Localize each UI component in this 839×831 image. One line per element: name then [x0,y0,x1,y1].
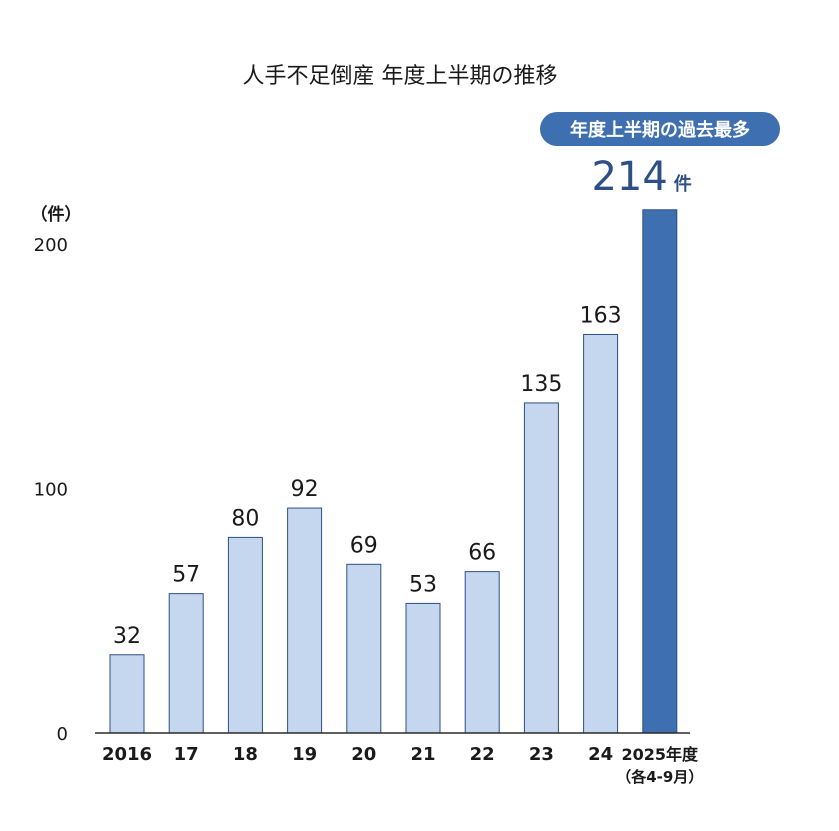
record-badge-text: 年度上半期の過去最多 [570,119,750,141]
data-label: 92 [291,477,319,502]
bars [109,209,678,734]
y-axis-label: （件） [31,204,82,225]
x-tick-sublabel: （各4-9月） [616,768,703,786]
data-label: 135 [520,372,562,397]
x-tick-label: 21 [410,744,435,765]
bar [346,563,382,734]
bar [464,571,500,734]
chart-title: 人手不足倒産 年度上半期の推移 [243,64,558,89]
y-axis-ticks: 0 100 200 [34,235,68,745]
bar [287,507,323,734]
bar [405,602,441,734]
value-labels: 32 57 80 92 69 53 66 135 163 [113,303,622,648]
bar [168,593,204,734]
data-label: 80 [231,506,259,531]
data-label: 66 [468,541,496,566]
x-tick-label: 19 [292,744,317,765]
data-label: 69 [350,533,378,558]
bar [109,654,145,734]
x-tick-label: 22 [470,744,495,765]
data-label: 57 [172,563,200,588]
data-label: 32 [113,624,141,649]
y-tick-label: 100 [34,480,68,501]
data-label: 163 [580,303,622,328]
x-tick-label: 2025年度 [622,745,700,764]
bar [583,333,619,734]
x-tick-label: 17 [174,744,199,765]
bar [642,209,678,734]
highlight-callout: 年度上半期の過去最多 214 件 [540,112,780,200]
x-tick-label: 18 [233,744,258,765]
highlight-unit: 件 [674,173,692,195]
x-axis-labels: 2016 17 18 19 20 21 22 23 24 2025年度 （各4-9月） [102,744,703,786]
highlight-value: 214 [591,154,667,200]
y-tick-label: 0 [57,724,68,745]
record-badge [540,112,780,146]
bar [523,402,559,734]
x-tick-label: 20 [351,744,376,765]
data-label: 53 [409,572,437,597]
bar [227,536,263,734]
x-tick-label: 2016 [102,744,152,765]
x-tick-label: 24 [588,744,613,765]
x-tick-label: 23 [529,744,554,765]
y-tick-label: 200 [34,235,68,256]
